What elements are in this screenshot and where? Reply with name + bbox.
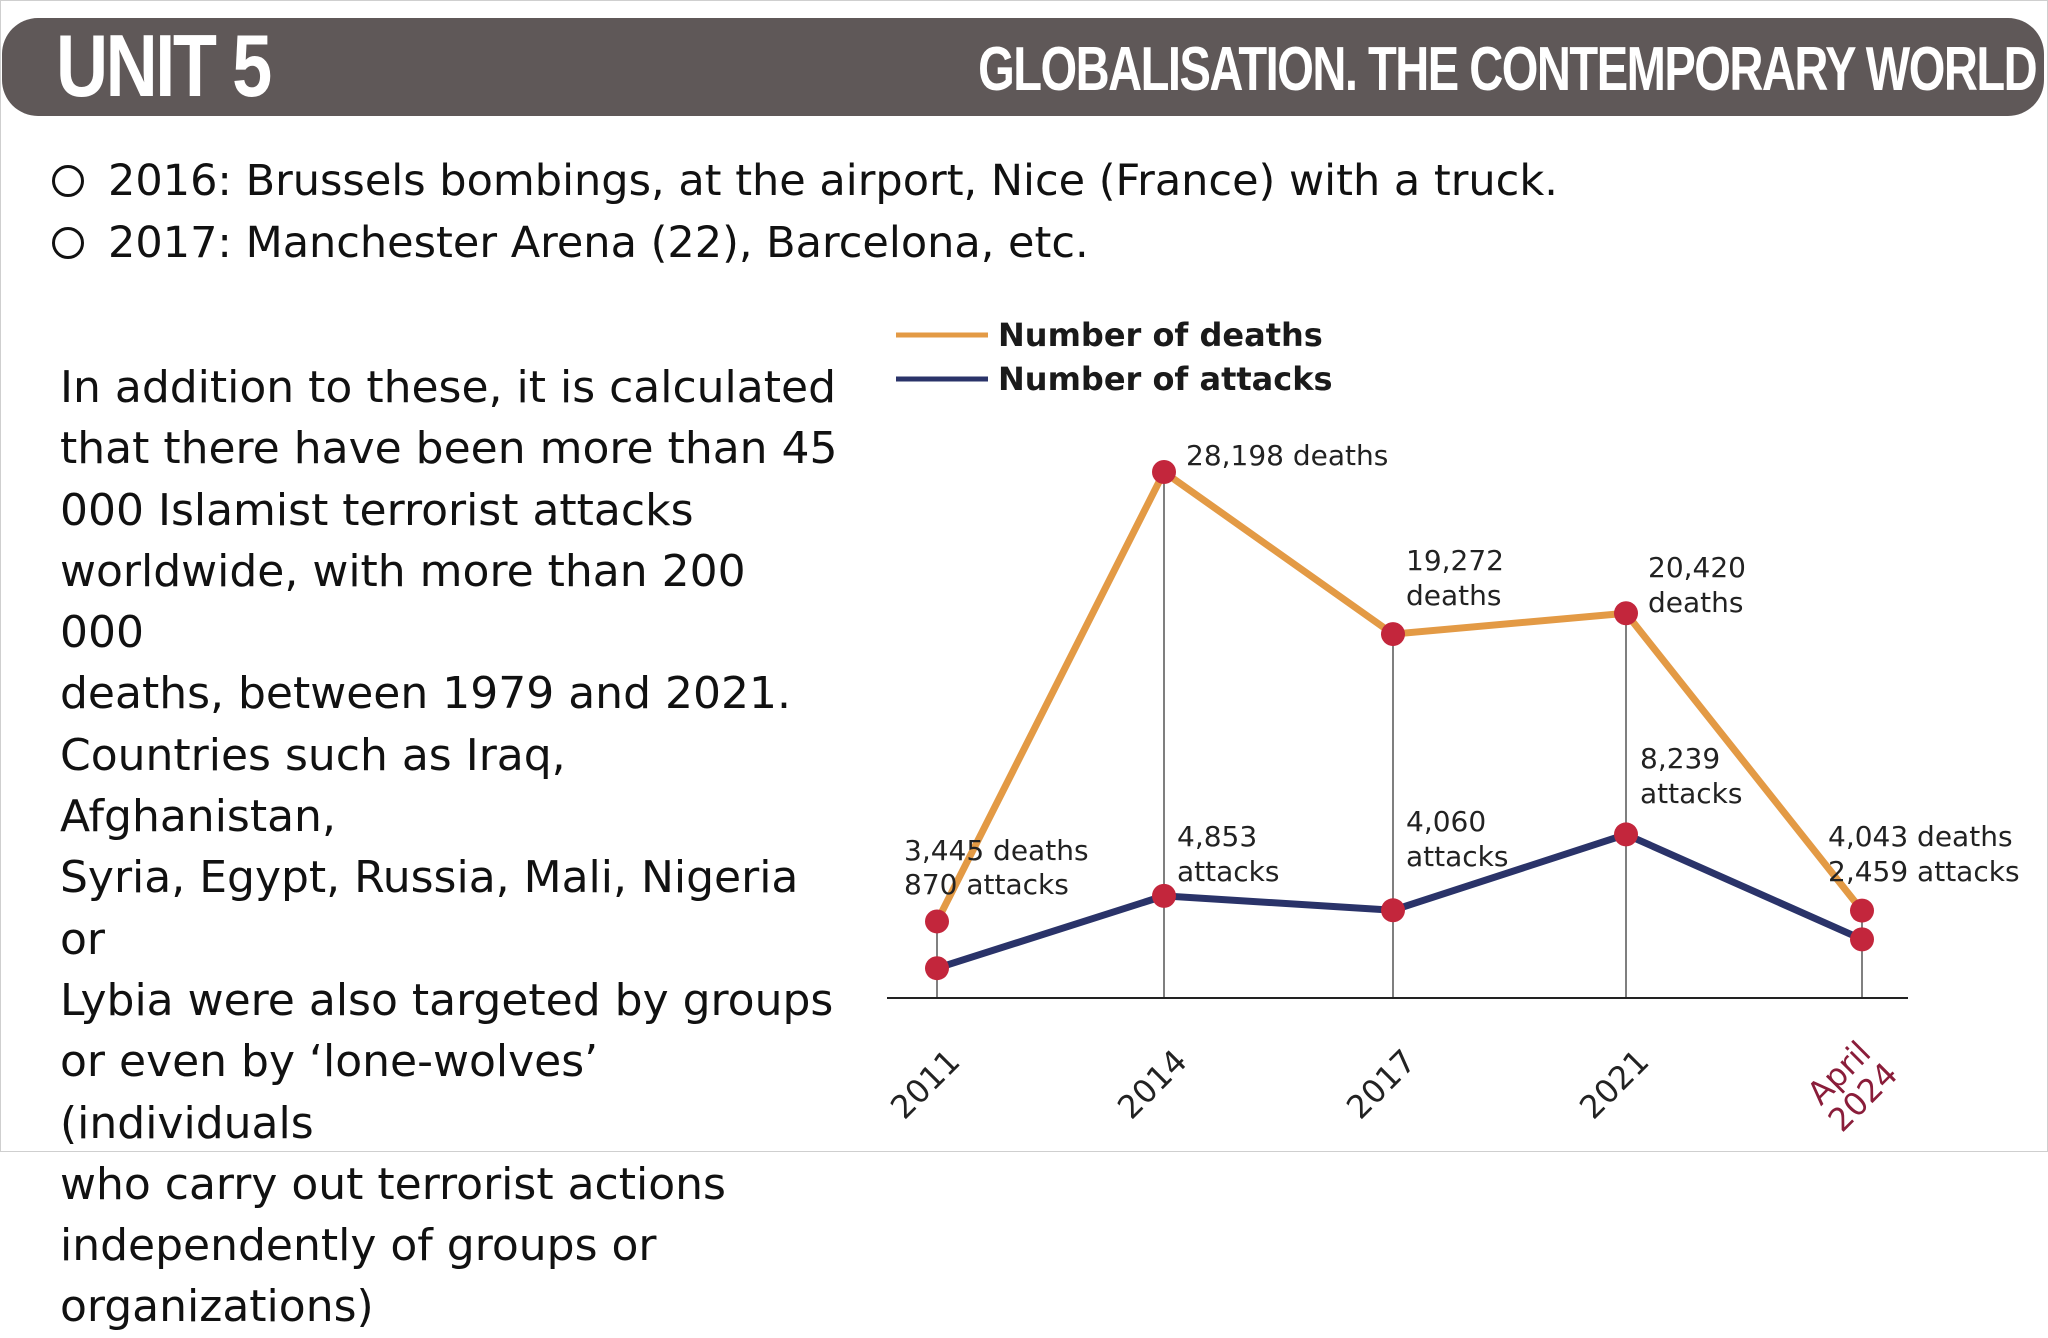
paragraph-line: organizations) (60, 1281, 374, 1333)
chart-data-labels: 3,445 deaths 870 attacks 28,198 deaths 1… (904, 439, 2021, 901)
x-tick-label: 2011 (883, 1042, 967, 1126)
data-point-attacks (1850, 927, 1874, 952)
data-label-2011: 3,445 deaths 870 attacks (904, 834, 1097, 901)
bullet-item: 2016: Brussels bombings, at the airport,… (52, 150, 1558, 212)
data-label-2017-attacks: 4,060 attacks (1406, 805, 1508, 873)
x-tick-label: 2021 (1572, 1042, 1656, 1126)
paragraph-line: Lybia were also targeted by groups (60, 974, 834, 1026)
legend-attacks-label: Number of attacks (998, 360, 1333, 398)
data-point-deaths (1850, 898, 1874, 923)
data-point-attacks (1152, 883, 1176, 908)
bullet-list: 2016: Brussels bombings, at the airport,… (52, 150, 1558, 274)
data-label-2014-deaths: 28,198 deaths (1186, 439, 1388, 472)
paragraph-line: or even by ‘lone-wolves’ (individuals (60, 1036, 599, 1149)
bullet-text: 2017: Manchester Arena (22), Barcelona, … (108, 218, 1089, 268)
paragraph-line: In addition to these, it is calculated (60, 362, 836, 413)
paragraph-line: worldwide, with more than 200 000 (60, 545, 746, 659)
unit-title: UNIT 5 (56, 16, 272, 115)
paragraph-line: Countries such as Iraq, Afghanistan, (60, 729, 566, 843)
chart-legend: Number of deaths Number of attacks (896, 316, 1333, 398)
data-point-deaths (1614, 601, 1638, 626)
data-label-april-2024: 4,043 deaths 2,459 attacks (1828, 820, 2021, 888)
terrorism-line-chart: Number of deaths Number of attacks 3,445… (883, 316, 2021, 1140)
chart-series (933, 468, 1865, 972)
data-point-attacks (1381, 898, 1405, 923)
paragraph-line: that there have been more than 45 (60, 423, 838, 475)
paragraph-line: 000 Islamist terrorist attacks (60, 484, 694, 536)
legend-deaths-label: Number of deaths (998, 316, 1323, 354)
unit-topic-title: GLOBALISATION. THE CONTEMPORARY WORLD (977, 35, 2038, 104)
data-point-attacks (925, 956, 949, 981)
circle-bullet-icon (52, 165, 84, 197)
paragraph-line: who carry out terrorist actions (60, 1158, 726, 1210)
unit-header-bar (2, 18, 2044, 116)
paragraph-line: independently of groups or (60, 1220, 657, 1272)
bullet-text: 2016: Brussels bombings, at the airport,… (108, 156, 1558, 206)
data-point-deaths (925, 909, 949, 934)
x-tick-label: 2014 (1110, 1042, 1194, 1126)
x-axis-tick-labels: 2011 2014 2017 2021 April2024 (883, 1031, 1905, 1140)
circle-bullet-icon (52, 227, 84, 259)
paragraph-line: Syria, Egypt, Russia, Mali, Nigeria or (60, 852, 799, 965)
data-point-deaths (1381, 622, 1405, 647)
x-tick-label: 2017 (1339, 1042, 1423, 1126)
data-point-attacks (1614, 822, 1638, 847)
chart-markers (925, 460, 1874, 981)
data-label-2017-deaths: 19,272 deaths (1406, 544, 1513, 612)
data-point-deaths (1152, 460, 1176, 484)
data-label-2021-attacks: 8,239 attacks (1640, 742, 1742, 810)
chart-guide-lines (936, 472, 1863, 998)
paragraph-line: deaths, between 1979 and 2021. (60, 668, 791, 720)
data-label-2014-attacks: 4,853 attacks (1177, 820, 1279, 888)
data-label-2021-deaths: 20,420 deaths (1648, 551, 1755, 619)
bullet-item: 2017: Manchester Arena (22), Barcelona, … (52, 212, 1558, 274)
x-tick-label: April2024 (1797, 1031, 1905, 1139)
